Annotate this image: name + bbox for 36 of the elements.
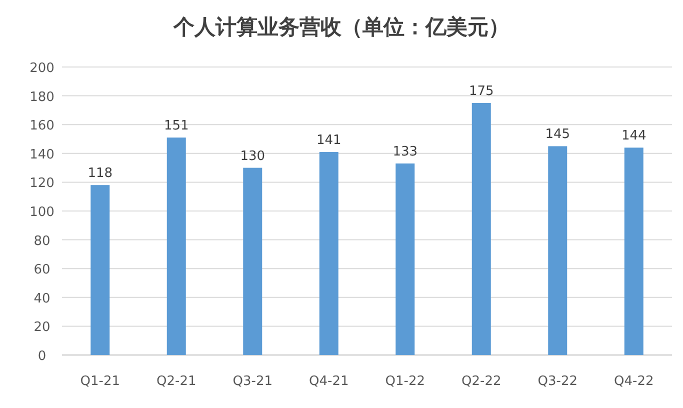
y-tick-label: 200 [30,61,54,76]
x-tick-label: Q3-22 [538,374,578,389]
y-tick-label: 120 [30,176,54,192]
y-tick-label: 40 [34,291,50,306]
y-tick-label: 60 [34,262,50,278]
bar [396,163,415,355]
bar [624,148,644,355]
y-tick-label: 80 [34,234,50,249]
bar [548,146,568,355]
y-tick-label: 140 [30,147,54,162]
bar [319,152,338,355]
x-tick-label: Q1-21 [80,374,120,389]
data-label: 118 [88,166,113,182]
bar [90,185,110,355]
bar [166,138,186,355]
y-tick-label: 20 [34,320,50,336]
data-label: 141 [316,132,342,148]
y-tick-label: 160 [30,118,54,134]
x-tick-label: Q4-22 [614,374,654,389]
x-tick-label: Q2-21 [156,374,196,389]
x-tick-label: Q4-21 [309,374,349,389]
x-tick-label: Q2-22 [462,374,502,389]
data-label: 145 [545,127,570,142]
data-label: 133 [392,144,418,160]
data-label: 130 [240,148,266,164]
y-tick-label: 180 [30,90,54,105]
y-tick-label: 100 [30,205,54,220]
x-tick-label: Q1-22 [385,374,425,389]
data-label: 175 [468,84,494,99]
data-label: 144 [621,128,646,144]
bar [472,103,491,355]
bar [243,168,262,355]
y-tick-label: 0 [38,349,46,364]
x-tick-label: Q3-21 [232,374,272,389]
data-label: 151 [164,118,189,134]
chart-title: 个人计算业务营收（单位：亿美元） [172,15,510,39]
